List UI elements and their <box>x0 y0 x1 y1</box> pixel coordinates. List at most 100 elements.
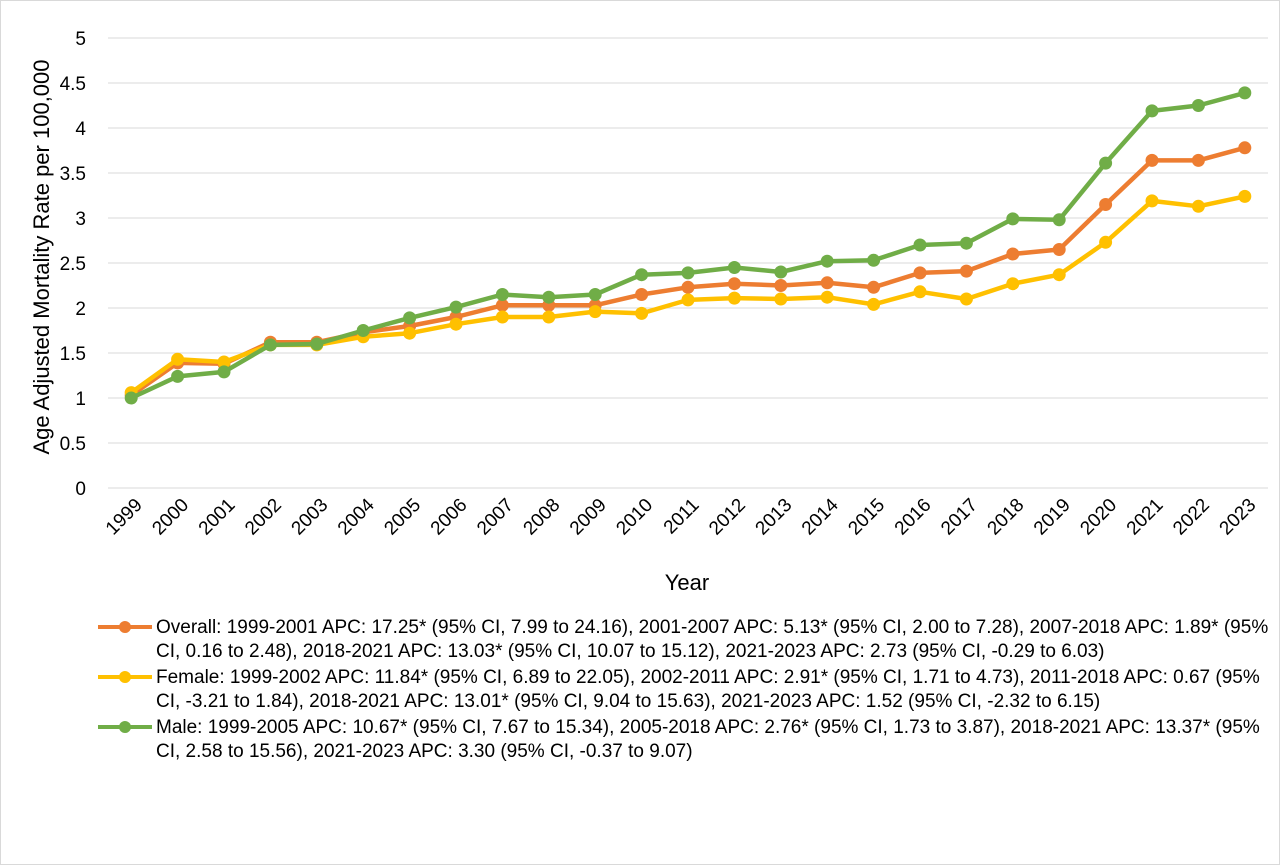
series-layer <box>124 86 1252 405</box>
data-point <box>1191 199 1205 213</box>
y-tick-label: 1 <box>75 389 86 410</box>
x-tick-label: 2016 <box>891 495 936 540</box>
legend-entry-female: Female: 1999-2002 APC: 11.84* (95% CI, 6… <box>96 666 1276 714</box>
x-tick-label: 2005 <box>380 495 425 540</box>
y-tick-label: 3.5 <box>60 164 86 185</box>
y-axis-title: Age Adjusted Mortality Rate per 100,000 <box>29 59 54 454</box>
data-point <box>1145 153 1159 167</box>
data-point <box>727 261 741 274</box>
legend-swatch-male <box>98 721 152 733</box>
data-point <box>681 280 695 294</box>
data-point <box>495 310 509 324</box>
data-point <box>263 338 277 352</box>
y-tick-label: 0 <box>75 479 86 500</box>
gridlines <box>108 37 1268 489</box>
data-point <box>681 293 695 307</box>
legend: Overall: 1999-2001 APC: 17.25* (95% CI, … <box>96 616 1276 766</box>
data-point <box>727 277 741 291</box>
data-point <box>1238 141 1252 155</box>
data-point <box>588 288 602 301</box>
line-chart: 00.511.522.533.544.55 1999 2000 2001 2002 20… <box>29 29 1268 595</box>
data-point <box>1238 189 1252 203</box>
x-tick-label: 2017 <box>937 495 982 540</box>
data-point <box>449 317 463 331</box>
x-tick-label: 2011 <box>660 495 704 539</box>
data-point <box>1238 86 1252 100</box>
data-point <box>449 300 463 314</box>
data-point <box>635 288 649 301</box>
y-axis-ticks: 0 0.5 1 1.5 2 2.5 3 3.5 4 4.5 5 <box>60 29 87 500</box>
x-tick-label: 2013 <box>752 495 797 540</box>
data-point <box>635 306 649 320</box>
x-tick-label: 2021 <box>1123 495 1168 540</box>
data-point <box>171 369 185 383</box>
data-point <box>403 311 417 325</box>
series-1 <box>124 189 1252 400</box>
data-point <box>542 310 556 324</box>
y-tick-label: 5 <box>75 29 86 50</box>
data-point <box>1052 268 1066 282</box>
data-point <box>1145 104 1159 118</box>
x-tick-label: 2010 <box>612 495 657 540</box>
x-tick-label: 2006 <box>427 495 472 540</box>
x-tick-label: 1999 <box>102 495 147 540</box>
data-point <box>403 326 417 340</box>
x-tick-label: 2019 <box>1030 495 1075 540</box>
x-tick-label: 2022 <box>1169 495 1214 540</box>
data-point <box>495 288 509 301</box>
data-point <box>1052 243 1066 256</box>
data-point <box>217 365 231 379</box>
data-point <box>1099 156 1113 170</box>
data-point <box>588 305 602 319</box>
legend-entry-male: Male: 1999-2005 APC: 10.67* (95% CI, 7.6… <box>96 716 1276 764</box>
x-tick-label: 2015 <box>844 495 889 540</box>
x-tick-label: 2007 <box>473 495 518 540</box>
data-point <box>867 297 881 311</box>
data-point <box>820 290 834 304</box>
data-point <box>959 236 973 250</box>
data-point <box>959 292 973 306</box>
legend-swatch-overall <box>98 621 152 633</box>
data-point <box>913 266 927 280</box>
data-point <box>867 280 881 294</box>
x-tick-label: 2002 <box>241 495 286 540</box>
series-line <box>130 90 1246 401</box>
x-tick-label: 2014 <box>798 494 843 539</box>
x-tick-label: 2020 <box>1076 495 1121 540</box>
legend-label-overall: Overall: 1999-2001 APC: 17.25* (95% CI, … <box>156 617 1269 662</box>
data-point <box>820 276 834 290</box>
series-2 <box>124 86 1252 405</box>
data-point <box>1191 153 1205 167</box>
data-point <box>356 324 370 337</box>
data-point <box>727 291 741 305</box>
legend-label-female: Female: 1999-2002 APC: 11.84* (95% CI, 6… <box>156 667 1260 712</box>
data-point <box>1099 235 1113 249</box>
legend-swatch-female <box>98 671 152 683</box>
legend-label-male: Male: 1999-2005 APC: 10.67* (95% CI, 7.6… <box>156 717 1260 762</box>
data-point <box>217 355 231 369</box>
data-point <box>959 264 973 278</box>
data-point <box>1145 194 1159 208</box>
data-point <box>1191 99 1205 112</box>
data-point <box>124 391 138 405</box>
data-point <box>495 298 509 312</box>
y-tick-label: 2.5 <box>60 254 86 275</box>
data-point <box>1006 277 1020 291</box>
data-point <box>1006 212 1020 226</box>
x-tick-label: 2023 <box>1216 495 1261 540</box>
data-point <box>310 337 324 351</box>
data-point <box>774 292 788 306</box>
y-tick-label: 0.5 <box>60 434 86 455</box>
x-tick-label: 2001 <box>195 495 240 540</box>
data-point <box>635 268 649 282</box>
x-axis-title: Year <box>665 570 709 595</box>
data-point <box>542 290 556 304</box>
y-tick-label: 3 <box>75 209 86 230</box>
x-tick-label: 2008 <box>520 495 565 540</box>
y-tick-label: 2 <box>75 299 86 320</box>
data-point <box>171 352 185 366</box>
x-tick-label: 2000 <box>148 495 193 540</box>
x-tick-label: 2003 <box>288 495 333 540</box>
legend-entry-overall: Overall: 1999-2001 APC: 17.25* (95% CI, … <box>96 616 1276 664</box>
